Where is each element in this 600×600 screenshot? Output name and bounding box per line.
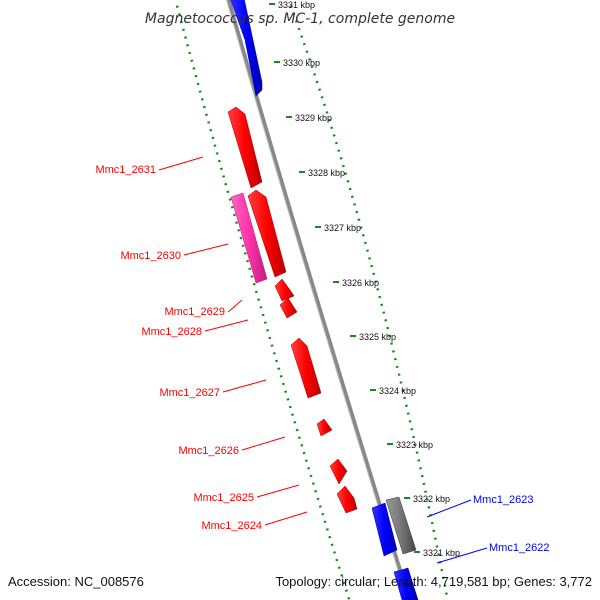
gene-label-leader: [436, 547, 488, 564]
gene-label[interactable]: Mmc1_2625: [193, 492, 254, 504]
gene-label-leader: [264, 511, 308, 526]
gene-feature-mmc1-2623[interactable]: [385, 496, 417, 555]
gene-feature-mmc1-2627[interactable]: [279, 297, 298, 319]
scale-tick-label: 3321 kbp: [423, 548, 460, 558]
inner-scale-ring: [174, 0, 351, 600]
scale-tick-label: 3325 kbp: [359, 332, 396, 342]
gene-label-leader: [426, 499, 472, 518]
gene-feature-mmc1-2626[interactable]: [290, 337, 322, 399]
gene-feature-mmc1-2629[interactable]: [247, 189, 287, 278]
scale-tick-label: 3331 kbp: [278, 0, 315, 10]
genome-backbone-highlight: [226, 0, 408, 600]
scale-tick-label: 3323 kbp: [396, 440, 433, 450]
genome-backbone: [226, 0, 412, 600]
scale-tick-label: 3324 kbp: [379, 386, 416, 396]
scale-tick-label: 3326 kbp: [342, 278, 379, 288]
gene-feature-mmc1-2631[interactable]: [227, 106, 263, 189]
map-title: Magnetococcus sp. MC-1, complete genome: [145, 11, 455, 27]
gene-label[interactable]: Mmc1_2624: [201, 520, 262, 532]
gene-label-leader: [158, 156, 204, 171]
accession-text: Accession: NC_008576: [8, 574, 144, 589]
gene-feature-mmc1-2623[interactable]: [336, 485, 358, 514]
outer-scale-ring: [287, 0, 449, 600]
gene-label[interactable]: Mmc1_2626: [178, 445, 239, 457]
gene-label-leader: [241, 436, 286, 451]
scale-tick-label: 3330 kbp: [283, 58, 320, 68]
gene-label[interactable]: Mmc1_2628: [141, 326, 202, 338]
scale-tick-label: 3328 kbp: [308, 168, 345, 178]
gene-feature-mmc1-2628[interactable]: [274, 278, 295, 302]
gene-feature-mmc1-2624[interactable]: [329, 458, 348, 485]
gene-label[interactable]: Mmc1_2627: [159, 387, 220, 399]
genome-summary-text: Topology: circular; Length: 4,719,581 bp…: [275, 574, 592, 589]
gene-label-leader: [204, 319, 249, 332]
gene-label[interactable]: Mmc1_2622: [489, 542, 550, 554]
gene-label-leader: [227, 299, 243, 313]
gene-feature-mmc1-2625[interactable]: [316, 418, 333, 437]
gene-feature-mmc1-2622[interactable]: [393, 567, 419, 600]
scale-tick-label: 3329 kbp: [295, 113, 332, 123]
gene-label[interactable]: Mmc1_2631: [95, 164, 156, 176]
gene-label[interactable]: Mmc1_2623: [473, 494, 534, 506]
gene-label[interactable]: Mmc1_2629: [164, 306, 225, 318]
gene-feature-arrow[interactable]: [230, 0, 263, 97]
gene-label-leader: [256, 484, 300, 498]
gene-label-leader: [222, 379, 267, 393]
gene-label-leader: [183, 243, 229, 256]
gene-feature-mmc1-2622[interactable]: [371, 502, 398, 557]
scale-tick-label: 3327 kbp: [324, 223, 361, 233]
scale-tick-label: 3322 kbp: [413, 494, 450, 504]
gene-label[interactable]: Mmc1_2630: [120, 250, 181, 262]
gene-feature-mmc1-2630[interactable]: [230, 192, 268, 284]
